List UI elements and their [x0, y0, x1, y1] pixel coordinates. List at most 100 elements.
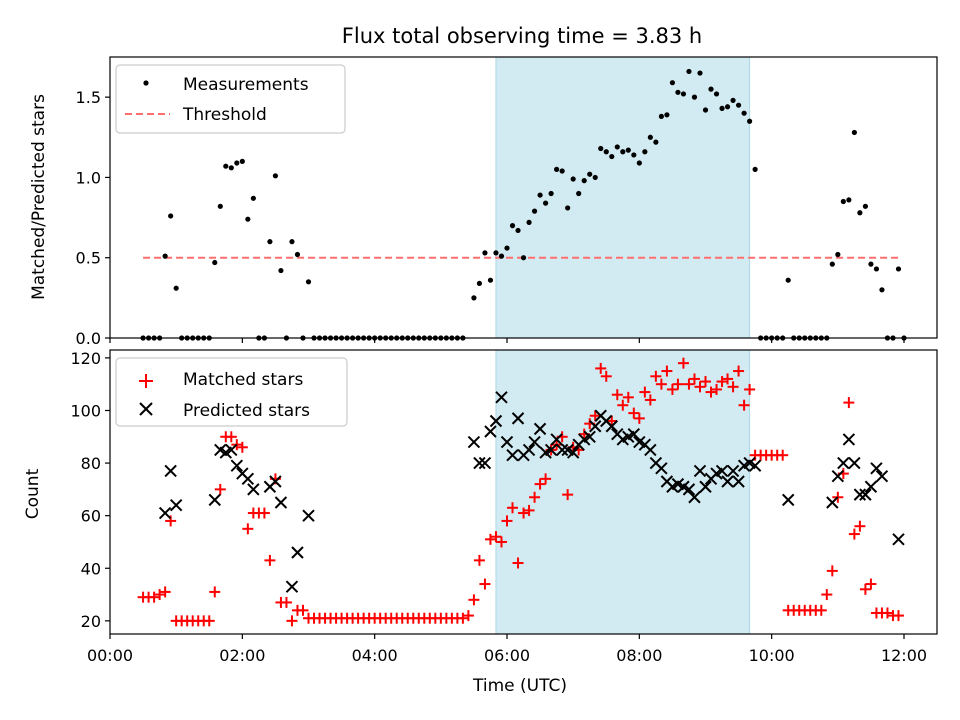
matched-star-point — [264, 554, 276, 566]
matched-star-point — [777, 449, 789, 461]
measurement-point — [730, 97, 736, 103]
measurement-point — [868, 261, 874, 267]
observing-window-band — [495, 56, 751, 339]
predicted-star-point — [892, 533, 905, 546]
predicted-star-point — [627, 427, 641, 441]
legend-label-predicted: Predicted stars — [183, 401, 310, 421]
predicted-star-point — [274, 496, 288, 509]
measurement-point — [702, 107, 709, 113]
measurement-point — [498, 253, 505, 259]
matched-star-point — [462, 610, 474, 622]
measurement-point — [565, 205, 571, 211]
predicted-star-point — [489, 414, 503, 428]
bottom-y-tick-label: 60 — [81, 507, 101, 526]
predicted-star-point — [782, 493, 795, 507]
measurement-point — [548, 190, 554, 197]
measurement-point — [857, 210, 863, 216]
top-axes-frame — [109, 56, 938, 339]
measurement-point — [234, 160, 240, 166]
matched-star-point — [159, 586, 171, 598]
matched-star-point — [484, 533, 496, 545]
bottom-y-tick-label: 40 — [81, 559, 101, 578]
predicted-star-point — [269, 475, 282, 488]
matched-star-point — [733, 365, 745, 377]
matched-star-point — [490, 531, 502, 543]
bottom-x-ticks: 00:00 02:00 04:00 06:00 08:00 10:00 12:00 — [87, 634, 927, 665]
predicted-star-point — [522, 443, 536, 457]
x-axis-label: Time (UTC) — [472, 676, 567, 696]
measurement-point — [724, 104, 731, 110]
matched-star-point — [154, 589, 166, 601]
measurement-point — [487, 277, 494, 283]
measurement-point — [294, 251, 301, 258]
predicted-star-point — [506, 448, 519, 462]
measurement-point — [631, 152, 637, 158]
predicted-star-point — [655, 462, 668, 475]
measurement-point — [217, 203, 223, 209]
measurement-point — [245, 216, 251, 222]
legend-label-matched: Matched stars — [183, 370, 303, 390]
measurement-point — [289, 239, 295, 245]
matched-star-point — [562, 489, 574, 501]
measurement-point — [785, 277, 791, 283]
measurement-point — [509, 223, 516, 229]
matched-star-point — [716, 376, 728, 388]
predicted-star-point — [169, 498, 183, 512]
matched-star-point — [242, 523, 254, 535]
top-y-ticks: 0.0 0.5 1.0 1.5 — [76, 88, 110, 348]
predicted-star-point — [550, 433, 563, 446]
top-x-ticks — [109, 338, 905, 343]
top-y-tick-label: 1.0 — [76, 168, 101, 187]
predicted-star-point — [748, 459, 762, 472]
matched-star-point — [512, 557, 524, 569]
measurement-point — [879, 287, 885, 293]
predicted-star-point — [864, 480, 878, 493]
bottom-y-ticks: 20 40 60 80 100 120 — [70, 349, 110, 631]
measurement-point — [559, 168, 565, 174]
matched-star-point — [859, 583, 871, 595]
measurement-point — [609, 153, 615, 160]
measurement-point — [212, 259, 218, 266]
bottom-axes-frame — [109, 349, 938, 635]
predicted-star-point — [688, 491, 701, 504]
legend-label-threshold: Threshold — [182, 105, 267, 125]
matched-star-point — [677, 357, 689, 369]
matched-star-point — [744, 383, 756, 395]
matched-star-point — [633, 412, 645, 424]
matched-star-point — [297, 604, 309, 616]
measurement-point — [873, 266, 880, 272]
predicted-star-point — [853, 488, 867, 501]
measurement-point — [542, 200, 549, 206]
matched-star-point — [639, 386, 651, 398]
predicted-star-point — [533, 422, 547, 436]
measurement-point — [515, 227, 521, 234]
measurement-point — [526, 219, 532, 225]
matched-star-point — [225, 431, 237, 443]
matched-star-point — [865, 578, 877, 590]
measurement-point — [471, 295, 477, 301]
matched-star-point — [727, 381, 739, 393]
measurement-point — [862, 203, 869, 209]
matched-star-point — [203, 615, 215, 627]
legend-marker-predicted — [139, 402, 153, 416]
measurement-point — [686, 68, 692, 75]
measurement-point — [554, 166, 560, 172]
matched-star-point — [600, 370, 612, 382]
measurement-point — [658, 113, 664, 120]
predicted-stars-points — [158, 391, 905, 593]
predicted-star-point — [826, 496, 839, 509]
predicted-star-point — [291, 546, 304, 559]
predicted-star-point — [699, 480, 712, 493]
measurement-point — [653, 139, 659, 145]
legend-marker-measurements — [143, 80, 149, 86]
measurement-point — [228, 165, 234, 171]
predicted-star-point — [467, 435, 481, 449]
measurement-point — [520, 255, 527, 261]
measurement-point — [697, 70, 703, 76]
measurement-point — [636, 160, 642, 166]
predicted-star-point — [544, 443, 558, 457]
predicted-star-point — [732, 475, 745, 488]
x-tick-label: 12:00 — [881, 646, 927, 665]
legend-label-measurements: Measurements — [183, 75, 309, 95]
